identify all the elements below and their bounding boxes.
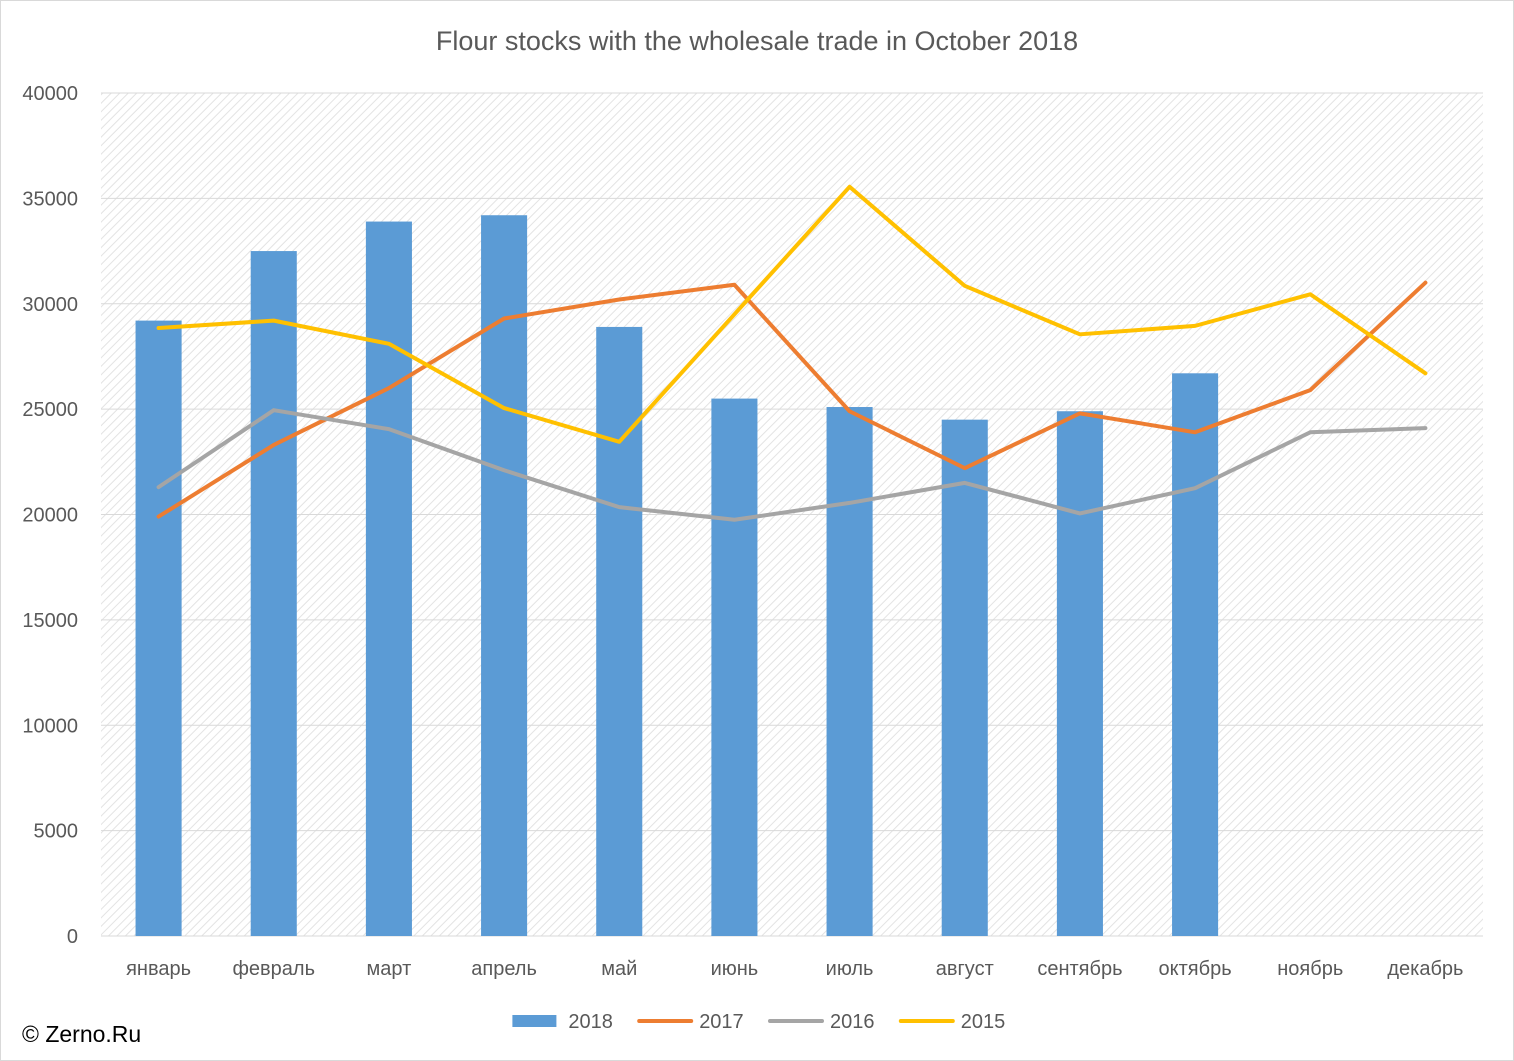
y-tick-label: 5000 [34, 821, 79, 843]
legend-label-2018: 2018 [568, 1011, 613, 1033]
x-axis-ticks: январь февраль март апрель май июнь июль август… [126, 958, 1463, 980]
bar-2018-июнь [711, 398, 758, 936]
x-tick-label: май [601, 958, 637, 980]
x-tick-label: октябрь [1159, 958, 1232, 980]
line-series [156, 184, 1428, 522]
line-series-2016 [156, 408, 1428, 522]
y-tick-label: 10000 [22, 715, 78, 737]
watermark: © Zerno.Ru [22, 1021, 142, 1047]
y-tick-label: 20000 [22, 505, 78, 527]
y-tick-label: 30000 [22, 294, 78, 316]
y-tick-label: 25000 [22, 399, 78, 421]
bar-2018-май [596, 326, 643, 936]
bar-2018-август [941, 419, 988, 937]
bar-2018-апрель [481, 215, 528, 937]
x-tick-label: февраль [232, 958, 315, 980]
bar-2018-февраль [250, 251, 297, 936]
y-tick-label: 0 [67, 926, 78, 948]
legend-label-2015: 2015 [961, 1011, 1006, 1033]
legend-label-2017: 2017 [699, 1011, 744, 1033]
bar-2018-сентябрь [1056, 411, 1103, 936]
bar-2018-октябрь [1172, 373, 1219, 936]
x-tick-label: декабрь [1387, 958, 1463, 980]
x-tick-label: апрель [471, 958, 537, 980]
legend-swatch-2018 [512, 1015, 557, 1027]
x-tick-label: сентябрь [1037, 958, 1122, 980]
y-tick-label: 35000 [22, 188, 78, 210]
x-tick-label: ноябрь [1277, 958, 1343, 980]
line-series-2015 [156, 184, 1428, 444]
legend-label-2016: 2016 [830, 1011, 875, 1033]
y-tick-label: 40000 [22, 83, 78, 105]
x-tick-label: январь [126, 958, 191, 980]
chart-title: Flour stocks with the wholesale trade in… [436, 26, 1078, 56]
x-tick-label: июнь [711, 958, 759, 980]
x-tick-label: март [367, 958, 412, 980]
bar-2018-март [365, 221, 412, 936]
legend: 2018 2017 2016 2015 [512, 1011, 1005, 1033]
y-tick-label: 15000 [22, 610, 78, 632]
line-series-2017 [156, 280, 1428, 519]
bar-2018-июль [826, 407, 873, 937]
x-tick-label: июль [826, 958, 874, 980]
bar-2018-январь [135, 320, 182, 936]
x-tick-label: август [936, 958, 994, 980]
bar-series [135, 215, 1219, 937]
y-axis-ticks: 0 5000 10000 15000 20000 25000 30000 35000 40000 [22, 83, 78, 948]
